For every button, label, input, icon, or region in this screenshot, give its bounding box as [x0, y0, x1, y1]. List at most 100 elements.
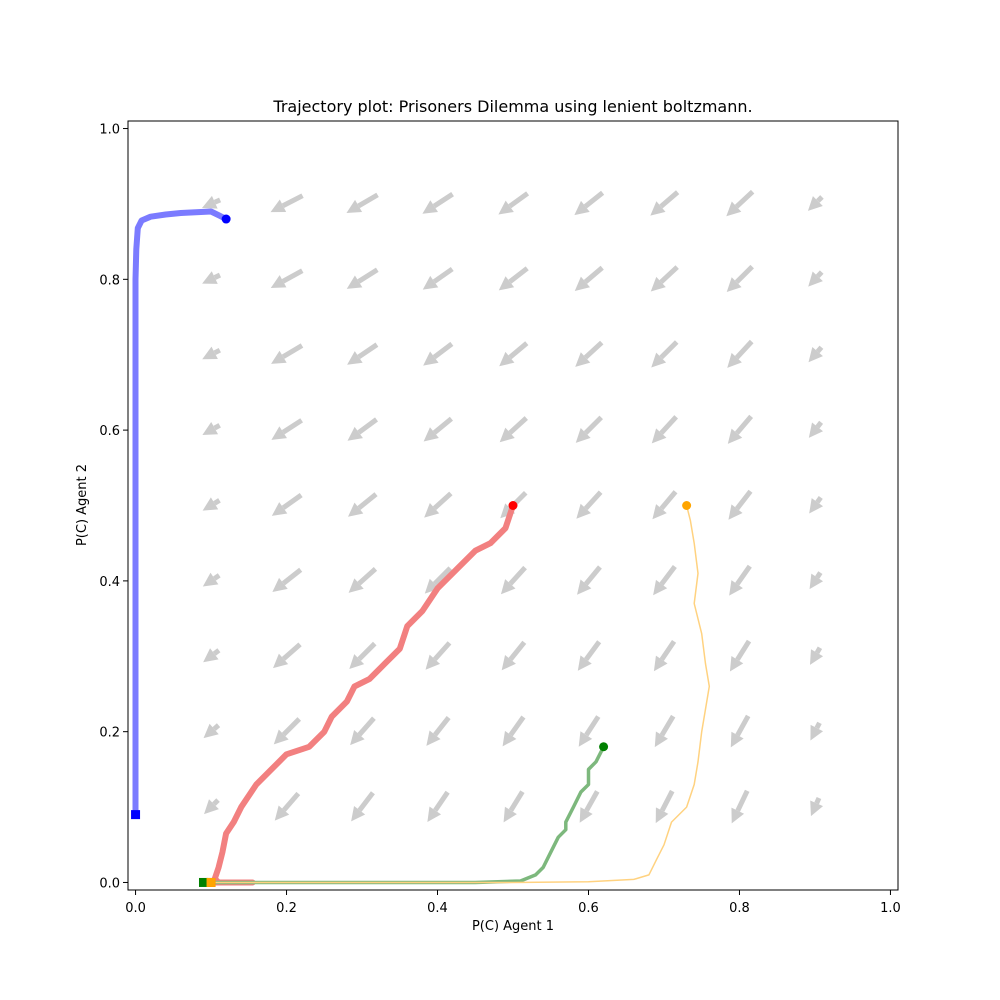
vector-arrow	[809, 496, 824, 514]
vector-arrow	[271, 493, 303, 516]
vector-arrow	[578, 715, 601, 747]
vector-arrow	[271, 418, 303, 440]
vector-arrow	[498, 191, 530, 215]
vector-arrow	[727, 414, 754, 444]
y-tick-label: 1.0	[99, 123, 120, 138]
trajectory-line-1	[132, 208, 230, 818]
vector-arrow	[579, 790, 600, 823]
trajectory-end-marker-1	[131, 810, 141, 820]
trajectory-start-marker-3	[599, 742, 609, 752]
vector-arrow	[726, 264, 754, 293]
vector-arrow	[348, 492, 378, 517]
x-tick-label: 0.6	[578, 901, 599, 916]
plot-area	[127, 120, 899, 891]
vector-arrow	[346, 267, 379, 289]
vector-arrow	[347, 417, 378, 441]
trajectory-line-4	[210, 504, 711, 884]
vector-arrow	[423, 416, 453, 442]
vector-arrow	[270, 268, 304, 289]
x-tick-label: 1.0	[880, 901, 901, 916]
y-tick-label: 0.6	[99, 424, 120, 439]
vector-arrow	[422, 192, 454, 214]
trajectory-start-marker-2	[508, 501, 518, 510]
vector-arrow	[426, 715, 451, 746]
vector-arrow	[498, 266, 529, 291]
vector-arrow	[501, 640, 527, 671]
vector-arrow	[809, 646, 824, 665]
y-tick-label: 0.2	[99, 726, 120, 741]
vector-arrow	[652, 490, 678, 520]
vector-arrow	[422, 266, 454, 290]
vector-arrow	[202, 421, 221, 435]
vector-arrow	[575, 415, 603, 443]
vector-arrow	[274, 791, 301, 821]
vector-arrow	[728, 489, 753, 520]
vector-arrow	[650, 190, 680, 216]
x-axis-ticks: 0.0 0.2 0.4 0.6 0.8 1.0	[125, 890, 901, 916]
vector-arrow	[499, 416, 528, 443]
vector-arrow	[273, 642, 302, 669]
vector-arrow	[203, 648, 221, 663]
vector-arrow	[574, 265, 604, 291]
vector-arrow	[729, 639, 752, 672]
vector-arrow	[427, 790, 450, 822]
vector-arrow	[731, 789, 750, 824]
vector-arrow	[201, 195, 222, 209]
vector-arrow	[423, 341, 454, 366]
x-tick-label: 0.0	[125, 901, 146, 916]
vector-arrow	[202, 346, 221, 360]
vector-arrow	[651, 340, 679, 368]
vector-arrow	[726, 189, 755, 217]
trajectory-end-marker-4	[206, 877, 216, 887]
vector-arrow	[272, 567, 303, 593]
y-tick-label: 0.0	[99, 876, 120, 891]
vector-arrow	[425, 641, 452, 670]
y-axis-label: P(C) Agent 2	[75, 464, 90, 546]
vector-arrow	[577, 565, 602, 595]
chart-title: Trajectory plot: Prisoners Dilemma using…	[272, 97, 752, 116]
vector-arrow	[347, 342, 379, 365]
axes-frame	[127, 120, 899, 891]
vector-arrow	[203, 723, 221, 739]
vector-arrow	[499, 341, 529, 367]
trajectory-line-2	[208, 502, 516, 886]
x-tick-label: 0.8	[729, 901, 750, 916]
x-tick-label: 0.2	[276, 901, 297, 916]
vector-arrow	[810, 721, 824, 741]
x-tick-label: 0.4	[427, 901, 448, 916]
vector-arrow	[730, 714, 751, 748]
vector-arrow	[576, 490, 603, 519]
vector-arrow	[273, 717, 302, 745]
vector-arrow	[349, 641, 377, 670]
vector-arrow	[502, 715, 526, 747]
y-tick-label: 0.8	[99, 273, 120, 288]
vector-arrow	[202, 572, 221, 587]
vector-arrow	[727, 339, 754, 368]
vector-arrow	[574, 190, 605, 216]
vector-arrow	[653, 639, 677, 672]
vector-arrow	[503, 790, 525, 823]
vector-arrow	[346, 192, 379, 213]
vector-arrow	[350, 716, 376, 746]
vector-arrow	[808, 420, 824, 438]
vector-arrow	[810, 797, 824, 817]
vector-arrow	[575, 340, 604, 367]
vector-arrow	[651, 415, 679, 444]
vector-arrow	[202, 497, 221, 511]
trajectory-markers	[131, 214, 692, 887]
vector-arrow	[204, 798, 220, 815]
vector-arrow	[351, 791, 375, 822]
vector-arrow	[809, 571, 824, 590]
vector-field	[201, 189, 824, 824]
vector-arrow	[650, 265, 679, 292]
vector-arrow	[424, 491, 453, 518]
vector-arrow	[653, 565, 677, 596]
trajectory-start-marker-4	[682, 501, 692, 510]
vector-arrow	[655, 789, 675, 824]
vector-arrow	[270, 193, 304, 213]
y-tick-label: 0.4	[99, 575, 120, 590]
vector-arrow	[202, 271, 222, 284]
vector-arrow	[577, 640, 602, 671]
x-axis-label: P(C) Agent 1	[472, 919, 554, 934]
